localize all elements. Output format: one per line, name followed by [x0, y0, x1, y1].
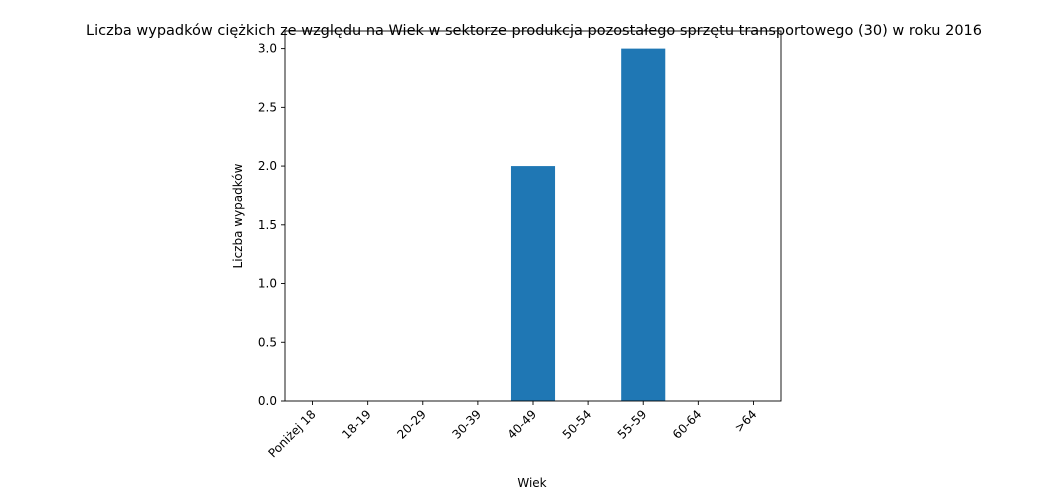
y-tick-label-5: 2.5: [258, 100, 277, 114]
x-tick-label-6: 55-59: [615, 407, 650, 442]
x-tick-label-8: >64: [732, 407, 760, 435]
bars-layer: [510, 48, 666, 402]
y-tick-label-6: 3.0: [258, 42, 277, 56]
y-tick-label-1: 0.5: [258, 335, 277, 349]
y-axis-label: Liczba wypadków: [231, 163, 245, 268]
y-tick-label-2: 1.0: [258, 277, 277, 291]
x-tick-label-5: 50-54: [560, 407, 595, 442]
y-tick-label-0: 0.0: [258, 394, 277, 408]
x-tick-label-0: Poniżej 18: [266, 407, 319, 460]
x-tick-label-3: 30-39: [449, 407, 484, 442]
y-tick-label-3: 1.5: [258, 218, 277, 232]
x-tick-label-7: 60-64: [670, 407, 705, 442]
bar-6: [621, 48, 666, 402]
x-axis-label: Wiek: [517, 476, 546, 490]
bar-4: [510, 166, 556, 401]
x-tick-label-2: 20-29: [394, 407, 429, 442]
x-tick-label-1: 18-19: [339, 407, 374, 442]
y-tick-label-4: 2.0: [258, 159, 277, 173]
x-tick-label-4: 40-49: [505, 407, 540, 442]
